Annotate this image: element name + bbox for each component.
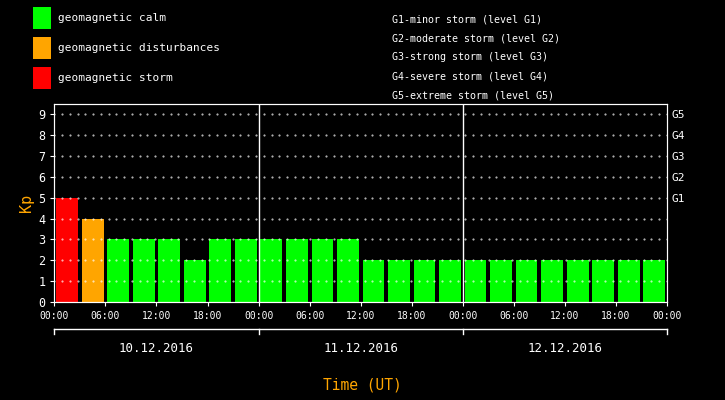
Bar [82,219,104,302]
Bar [414,260,435,302]
Bar [542,260,563,302]
Bar [643,260,665,302]
Text: geomagnetic disturbances: geomagnetic disturbances [58,43,220,53]
Text: G5-extreme storm (level G5): G5-extreme storm (level G5) [392,91,553,101]
Bar [337,240,359,302]
Text: G4-severe storm (level G4): G4-severe storm (level G4) [392,72,547,82]
Text: G3-strong storm (level G3): G3-strong storm (level G3) [392,52,547,62]
Bar [210,240,231,302]
Bar [362,260,384,302]
Bar [235,240,257,302]
Bar [388,260,410,302]
Bar [260,240,282,302]
Text: Time (UT): Time (UT) [323,378,402,393]
Bar [158,240,180,302]
Bar [312,240,334,302]
Bar [515,260,537,302]
Bar [490,260,512,302]
Text: 11.12.2016: 11.12.2016 [323,342,398,354]
Bar [107,240,129,302]
Bar [184,260,206,302]
Bar [592,260,614,302]
Bar [286,240,307,302]
Text: G2-moderate storm (level G2): G2-moderate storm (level G2) [392,33,560,43]
Bar [567,260,589,302]
Text: geomagnetic calm: geomagnetic calm [58,13,166,23]
Bar [133,240,154,302]
Bar [465,260,486,302]
Y-axis label: Kp: Kp [19,194,34,212]
Bar [57,198,78,302]
Bar [439,260,461,302]
Text: geomagnetic storm: geomagnetic storm [58,73,173,83]
Text: G1-minor storm (level G1): G1-minor storm (level G1) [392,14,542,24]
Text: 10.12.2016: 10.12.2016 [119,342,194,354]
Bar [618,260,639,302]
Text: 12.12.2016: 12.12.2016 [527,342,602,354]
